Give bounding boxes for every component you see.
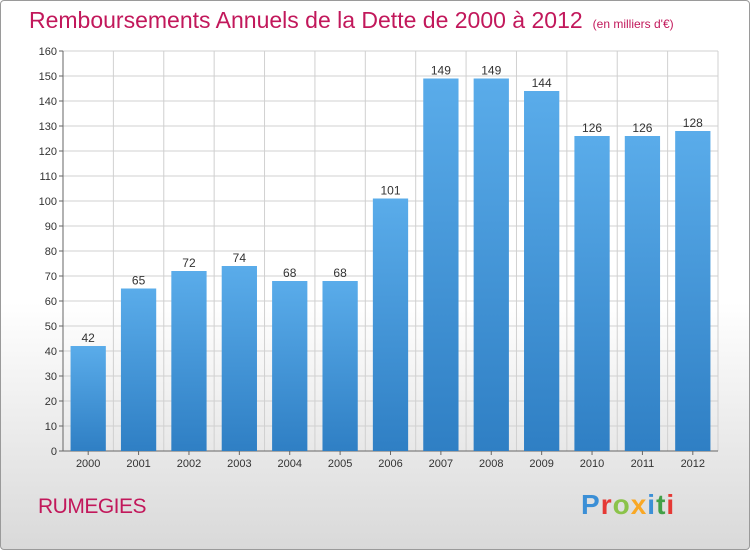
chart-subtitle: (en milliers d'€)	[592, 17, 674, 31]
y-tick-label: 100	[39, 196, 57, 208]
x-tick-label: 2004	[277, 458, 301, 470]
y-tick-label: 30	[45, 371, 57, 383]
bar-value-label: 128	[683, 116, 703, 130]
bar-2009	[524, 91, 560, 451]
x-tick-label: 2010	[580, 458, 604, 470]
bar-value-label: 149	[431, 64, 451, 78]
bar-value-label: 74	[233, 251, 247, 265]
x-tick-label: 2002	[177, 458, 201, 470]
bar-2004	[272, 281, 308, 451]
bar-2011	[624, 136, 661, 451]
bar-value-label: 101	[380, 184, 400, 198]
bar-value-label: 126	[582, 121, 602, 135]
logo-letter: i	[647, 489, 657, 520]
bar-2010	[574, 136, 610, 451]
bar-value-label: 126	[632, 121, 652, 135]
y-tick-label: 130	[39, 121, 57, 133]
bar-value-label: 68	[283, 266, 297, 280]
chart-title-text: Remboursements Annuels de la Dette de 20…	[29, 7, 583, 33]
y-tick-label: 10	[45, 421, 57, 433]
x-tick-label: 2006	[378, 458, 402, 470]
bar-2000	[70, 346, 106, 451]
x-tick-label: 2005	[328, 458, 352, 470]
bar-value-label: 72	[182, 256, 196, 270]
commune-name: RUMEGIES	[38, 495, 147, 518]
bar-value-label: 65	[132, 274, 146, 288]
y-tick-label: 150	[39, 71, 57, 83]
proxiti-logo: Proxiti	[581, 489, 675, 521]
bar-2005	[322, 281, 358, 451]
bar-2007	[423, 78, 459, 451]
x-tick-label: 2001	[126, 458, 150, 470]
chart-title: Remboursements Annuels de la Dette de 20…	[29, 7, 674, 34]
x-tick-label: 2003	[227, 458, 251, 470]
bar-2003	[221, 266, 257, 451]
logo-letter: x	[630, 489, 648, 520]
x-tick-label: 2009	[529, 458, 553, 470]
bar-2006	[372, 198, 409, 451]
x-tick-label: 2007	[429, 458, 453, 470]
y-tick-label: 70	[45, 271, 57, 283]
y-tick-label: 20	[45, 396, 57, 408]
y-tick-label: 0	[51, 446, 57, 458]
y-tick-label: 50	[45, 321, 57, 333]
x-tick-label: 2000	[76, 458, 100, 470]
logo-letter: i	[666, 489, 676, 520]
x-tick-label: 2012	[681, 458, 705, 470]
bar-value-label: 42	[82, 331, 96, 345]
x-tick-label: 2011	[631, 458, 655, 470]
bar-2002	[171, 271, 207, 451]
bar-2008	[473, 78, 509, 451]
y-tick-label: 60	[45, 296, 57, 308]
bar-value-label: 144	[532, 76, 552, 90]
y-tick-label: 110	[39, 171, 57, 183]
y-tick-label: 140	[39, 96, 57, 108]
y-tick-label: 120	[39, 146, 57, 158]
y-tick-label: 160	[39, 46, 57, 58]
y-tick-label: 90	[45, 221, 57, 233]
bar-value-label: 68	[333, 266, 347, 280]
y-tick-label: 40	[45, 346, 57, 358]
logo-letter: o	[612, 489, 631, 520]
bar-2001	[120, 288, 157, 451]
bar-value-label: 149	[481, 64, 501, 78]
logo-letter: P	[581, 489, 601, 520]
bars	[70, 78, 711, 451]
x-tick-label: 2008	[479, 458, 503, 470]
logo-letter: t	[656, 489, 667, 520]
bar-2012	[675, 131, 711, 451]
logo-letter: r	[600, 489, 613, 520]
y-tick-label: 80	[45, 246, 57, 258]
labels: 0 10 20 30 40 50 60 70 80 90 100 110 120 130 140 150 160…	[39, 46, 705, 470]
